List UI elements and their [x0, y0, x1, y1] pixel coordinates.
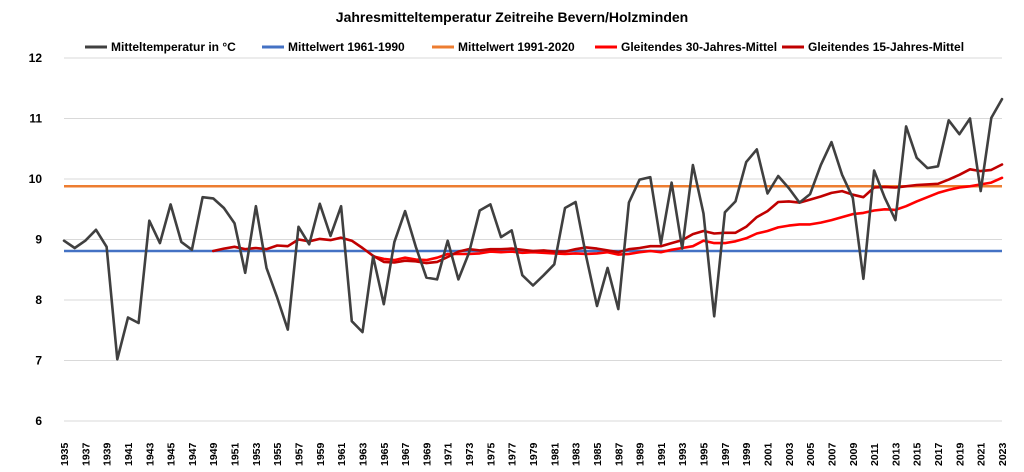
x-tick-label: 2001	[763, 442, 775, 466]
x-tick-label: 2013	[890, 442, 902, 466]
x-tick-label: 1957	[294, 442, 306, 466]
y-tick-label: 7	[35, 354, 42, 368]
series-layer	[62, 97, 1004, 361]
x-tick-label: 1955	[272, 442, 284, 466]
x-tick-label: 1975	[485, 442, 497, 466]
series-line-3	[371, 176, 1004, 262]
x-tick-label: 1949	[208, 442, 220, 466]
x-tick-label: 1943	[144, 442, 156, 466]
x-axis-ticks: 1935 1937 1939 1941 1943 1945 1947 1949 1951 1953…	[59, 442, 1009, 466]
x-tick-label: 1979	[528, 442, 540, 466]
x-tick-label: 1973	[464, 442, 476, 466]
x-tick-label: 1941	[123, 442, 135, 466]
x-tick-label: 2007	[826, 442, 838, 466]
legend-label: Mitteltemperatur in °C	[111, 40, 236, 54]
legend-label: Gleitendes 15-Jahres-Mittel	[808, 40, 964, 54]
x-tick-label: 1993	[677, 442, 689, 466]
x-tick-label: 2023	[997, 442, 1009, 466]
x-tick-label: 1947	[187, 442, 199, 466]
x-tick-label: 1971	[443, 442, 455, 466]
x-tick-label: 1935	[59, 442, 71, 466]
x-tick-label: 1989	[635, 442, 647, 466]
grid-lines	[64, 57, 1002, 422]
x-tick-label: 1991	[656, 442, 668, 466]
x-tick-label: 2017	[933, 442, 945, 466]
y-tick-label: 9	[35, 233, 42, 247]
x-tick-label: 2015	[912, 442, 924, 466]
x-tick-label: 1985	[592, 442, 604, 466]
legend-label: Mittelwert 1961-1990	[288, 40, 405, 54]
legend-label: Mittelwert 1991-2020	[458, 40, 575, 54]
y-axis-ticks: 6 7 8 9 10 11 12	[29, 51, 43, 428]
x-tick-label: 1977	[507, 442, 519, 466]
x-tick-label: 1961	[336, 442, 348, 466]
y-tick-label: 11	[29, 112, 42, 126]
x-tick-label: 2021	[976, 442, 988, 466]
y-tick-label: 12	[29, 51, 43, 65]
legend-label: Gleitendes 30-Jahres-Mittel	[621, 40, 777, 54]
x-tick-label: 1959	[315, 442, 327, 466]
chart-title: Jahresmitteltemperatur Zeitreihe Bevern/…	[336, 9, 688, 25]
x-tick-label: 1997	[720, 442, 732, 466]
x-tick-label: 2009	[848, 442, 860, 466]
x-tick-label: 1963	[357, 442, 369, 466]
x-tick-label: 1945	[166, 442, 178, 466]
x-tick-label: 2003	[784, 442, 796, 466]
legend: Mitteltemperatur in °C Mittelwert 1961-19…	[85, 40, 964, 54]
x-tick-label: 1939	[102, 442, 114, 466]
y-tick-label: 6	[35, 414, 42, 428]
x-tick-label: 2011	[869, 443, 881, 466]
x-tick-label: 1981	[549, 442, 561, 466]
x-tick-label: 1967	[400, 442, 412, 466]
y-tick-label: 10	[29, 172, 43, 186]
x-tick-label: 1951	[230, 442, 242, 466]
x-tick-label: 1965	[379, 442, 391, 466]
x-tick-label: 1937	[80, 442, 92, 466]
x-tick-label: 2005	[805, 442, 817, 466]
x-tick-label: 1995	[699, 442, 711, 466]
x-tick-label: 1953	[251, 442, 263, 466]
y-tick-label: 8	[35, 293, 42, 307]
x-tick-label: 1983	[571, 442, 583, 466]
series-line-0	[62, 97, 1004, 361]
x-tick-label: 1969	[421, 442, 433, 466]
x-tick-label: 2019	[954, 442, 966, 466]
x-tick-label: 1999	[741, 442, 753, 466]
x-tick-label: 1987	[613, 442, 625, 466]
